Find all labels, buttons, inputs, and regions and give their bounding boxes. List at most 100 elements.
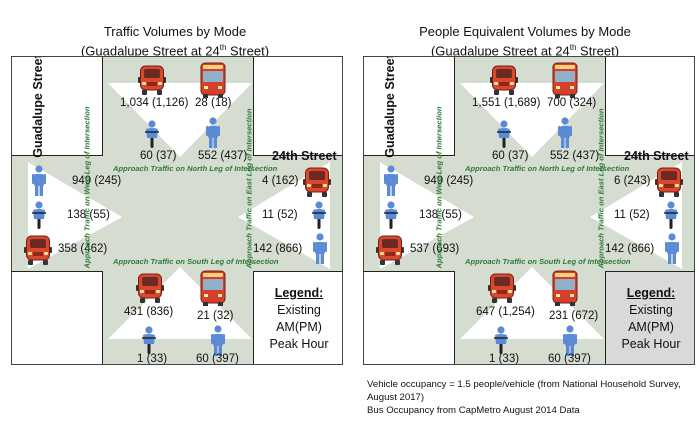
street-label-guadalupe: Guadalupe Street bbox=[383, 56, 397, 158]
legend-title: Legend: bbox=[274, 286, 324, 300]
pedestrian-icon bbox=[557, 117, 573, 154]
left-title-text: Traffic Volumes by Mode bbox=[103, 24, 247, 39]
north-car-volume: 1,551 (1,689) bbox=[472, 97, 541, 109]
legend-line-2: AM(PM) bbox=[628, 320, 674, 334]
car-icon bbox=[487, 271, 517, 310]
bicycle-icon bbox=[30, 200, 48, 235]
north-car-volume: 1,034 (1,126) bbox=[120, 97, 189, 109]
east-approach-label: Approach Traffic on East Leg of Intersec… bbox=[244, 108, 254, 269]
legend: Legend: Existing AM(PM) Peak Hour bbox=[607, 285, 694, 353]
right-subtitle-pre: (Guadalupe Street at 24 bbox=[430, 43, 570, 59]
right-subtitle-sup: th bbox=[569, 43, 577, 52]
east-bike-volume: 11 (52) bbox=[614, 209, 650, 221]
south-bike-volume: 1 (33) bbox=[137, 353, 168, 365]
west-approach-label: Approach Traffic on West Leg of Intersec… bbox=[82, 106, 92, 269]
bus-icon bbox=[551, 269, 579, 312]
bicycle-icon bbox=[495, 119, 513, 154]
west-approach-triangle bbox=[28, 162, 122, 269]
left-subtitle-pre: (Guadalupe Street at 24 bbox=[80, 43, 220, 59]
north-approach-triangle bbox=[108, 83, 252, 157]
car-icon bbox=[302, 165, 332, 204]
south-approach-triangle bbox=[108, 267, 252, 339]
west-bike-volume: 138 (55) bbox=[67, 209, 110, 221]
pedestrian-icon bbox=[562, 325, 578, 362]
west-approach-label: Approach Traffic on West Leg of Intersec… bbox=[434, 106, 444, 269]
east-bike-volume: 11 (52) bbox=[262, 209, 298, 221]
west-bike-volume: 138 (55) bbox=[419, 209, 462, 221]
west-car-volume: 537 (693) bbox=[410, 243, 460, 255]
north-approach-label: Approach Traffic on North Leg of Interse… bbox=[113, 164, 278, 173]
south-approach-triangle bbox=[460, 267, 604, 339]
north-approach-label: Approach Traffic on North Leg of Interse… bbox=[465, 164, 630, 173]
west-car-volume: 358 (462) bbox=[58, 243, 108, 255]
north-bus-volume: 28 (18) bbox=[195, 97, 232, 109]
bus-icon bbox=[199, 61, 227, 104]
bus-icon bbox=[199, 269, 227, 312]
right-intersection-diagram: Guadalupe Street 24th Street 1,551 (1,689)… bbox=[363, 56, 695, 365]
south-approach-label: Approach Traffic on South Leg of Interse… bbox=[465, 257, 631, 266]
pedestrian-icon bbox=[664, 233, 680, 270]
west-ped-volume: 949 (245) bbox=[424, 175, 474, 187]
pedestrian-icon bbox=[312, 233, 328, 270]
south-bike-volume: 1 (33) bbox=[489, 353, 520, 365]
north-ped-volume: 552 (437) bbox=[198, 150, 248, 162]
car-icon bbox=[375, 233, 405, 272]
south-car-volume: 647 (1,254) bbox=[476, 306, 535, 318]
west-ped-volume: 949 (245) bbox=[72, 175, 122, 187]
right-subtitle: (Guadalupe Street at 24th Street) bbox=[350, 40, 700, 59]
bicycle-icon bbox=[140, 325, 158, 360]
left-intersection-diagram: Guadalupe Street 24th Street 1,034 (1,126)… bbox=[11, 56, 343, 365]
south-bus-volume: 231 (672) bbox=[549, 310, 599, 322]
pedestrian-icon bbox=[31, 165, 47, 202]
block-northeast bbox=[253, 57, 342, 156]
legend-line-3: Peak Hour bbox=[621, 337, 681, 351]
car-icon bbox=[489, 63, 519, 102]
east-approach-label: Approach Traffic on East Leg of Intersec… bbox=[596, 108, 606, 269]
block-northwest bbox=[364, 57, 455, 156]
south-ped-volume: 60 (397) bbox=[196, 353, 239, 365]
south-ped-volume: 60 (397) bbox=[548, 353, 591, 365]
north-approach-triangle bbox=[460, 83, 604, 157]
car-icon bbox=[654, 165, 684, 204]
bicycle-icon bbox=[662, 200, 680, 235]
south-approach-label: Approach Traffic on South Leg of Interse… bbox=[113, 257, 279, 266]
block-northeast bbox=[605, 57, 694, 156]
pedestrian-icon bbox=[205, 117, 221, 154]
block-northwest bbox=[12, 57, 103, 156]
right-subtitle-post: Street) bbox=[576, 43, 620, 59]
pedestrian-icon bbox=[210, 325, 226, 362]
block-southwest bbox=[12, 271, 103, 364]
south-car-volume: 431 (836) bbox=[124, 306, 174, 318]
legend-title: Legend: bbox=[626, 286, 676, 300]
car-icon bbox=[137, 63, 167, 102]
bicycle-icon bbox=[492, 325, 510, 360]
east-car-volume: 4 (162) bbox=[262, 175, 299, 187]
left-panel-title: Traffic Volumes by Mode (Guadalupe Stree… bbox=[0, 24, 350, 59]
street-label-24th: 24th Street bbox=[624, 149, 689, 163]
car-icon bbox=[23, 233, 53, 272]
bicycle-icon bbox=[310, 200, 328, 235]
block-southeast bbox=[605, 271, 694, 364]
pedestrian-icon bbox=[383, 165, 399, 202]
east-ped-volume: 142 (866) bbox=[605, 243, 655, 255]
left-subtitle-post: Street) bbox=[226, 43, 270, 59]
east-ped-volume: 142 (866) bbox=[253, 243, 303, 255]
north-bike-volume: 60 (37) bbox=[140, 150, 177, 162]
south-bus-volume: 21 (32) bbox=[197, 310, 234, 322]
north-bus-volume: 700 (324) bbox=[547, 97, 597, 109]
left-subtitle-sup: th bbox=[219, 43, 227, 52]
bicycle-icon bbox=[143, 119, 161, 154]
note-bus-occupancy: Bus Occupancy from CapMetro August 2014 … bbox=[367, 405, 580, 416]
bus-icon bbox=[551, 61, 579, 104]
street-label-24th: 24th Street bbox=[272, 149, 337, 163]
right-panel-title: People Equivalent Volumes by Mode (Guada… bbox=[350, 24, 700, 59]
north-bike-volume: 60 (37) bbox=[492, 150, 529, 162]
street-label-guadalupe: Guadalupe Street bbox=[31, 56, 45, 158]
car-icon bbox=[135, 271, 165, 310]
notes: Vehicle occupancy = 1.5 people/vehicle (… bbox=[367, 378, 697, 417]
legend-line-2: AM(PM) bbox=[276, 320, 322, 334]
east-car-volume: 6 (243) bbox=[614, 175, 651, 187]
left-subtitle: (Guadalupe Street at 24th Street) bbox=[0, 40, 350, 59]
legend-line-3: Peak Hour bbox=[269, 337, 329, 351]
block-southeast bbox=[253, 271, 342, 364]
